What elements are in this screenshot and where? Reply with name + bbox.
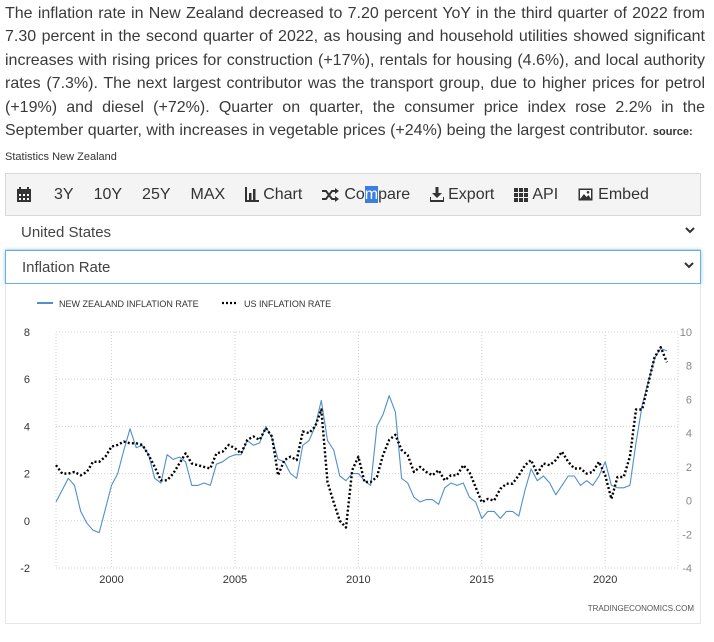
export-button[interactable]: Export [420,174,504,215]
shuffle-icon [322,187,340,202]
right-axis-tick-label: 10 [680,327,692,339]
watermark: TRADINGECONOMICS.COM [588,604,695,613]
embed-button[interactable]: Embed [568,174,659,215]
left-axis-tick-label: 2 [24,469,30,481]
x-axis-tick-label: 2020 [593,574,617,586]
right-axis-tick-label: -4 [682,563,692,575]
description-paragraph: The inflation rate in New Zealand decrea… [5,2,705,170]
x-axis-tick-label: 2015 [470,574,494,586]
legend-us-label: US INFLATION RATE [244,299,331,309]
left-axis-tick-label: 6 [24,374,30,386]
right-axis-tick-label: 4 [686,428,692,440]
country-select-value: United States [21,224,112,241]
source-name-link[interactable]: Statistics New Zealand [5,151,117,164]
chevron-down-icon [685,227,695,234]
api-label: API [532,185,559,203]
range-25y-button[interactable]: 25Y [142,185,171,203]
country-select[interactable]: United States [5,216,701,250]
compare-button[interactable]: Compare [312,174,420,215]
chevron-down-icon [684,262,694,269]
x-axis-tick-label: 2000 [99,574,123,586]
indicator-select[interactable]: Inflation Rate [5,250,701,284]
chart-type-label: Chart [263,185,303,203]
left-axis-tick-label: 0 [24,516,30,528]
inflation-chart: -2 0 2 4 6 8 -4 -2 0 2 4 6 8 10 2000 2005 2010 2015 2020 N… [20,299,695,613]
right-axis-tick-label: 2 [686,462,692,474]
x-axis-tick-label: 2010 [346,574,370,586]
bar-chart-icon [245,187,260,202]
right-axis-tick-label: 0 [686,496,692,508]
legend-nz-label: NEW ZEALAND INFLATION RATE [59,299,199,309]
export-label: Export [448,185,495,203]
left-axis-tick-label: 4 [24,421,30,433]
image-icon [578,188,593,201]
x-axis-tick-label: 2005 [223,574,247,586]
left-axis-tick-label: -2 [20,563,30,575]
grid-icon [514,187,529,202]
chart-toolbar: 3Y 10Y 25Y MAX Chart Compare Export API … [5,173,701,216]
download-icon [430,187,445,202]
us-inflation-line [55,346,669,529]
compare-label: Compare [344,185,411,203]
plot-frame [55,331,679,569]
right-axis-tick-label: 6 [686,394,692,406]
description-text: The inflation rate in New Zealand decrea… [5,5,705,140]
range-3y-button[interactable]: 3Y [54,185,74,203]
api-button[interactable]: API [504,174,568,215]
indicator-select-value: Inflation Rate [22,258,111,276]
calendar-icon[interactable] [6,174,42,215]
chart-type-button[interactable]: Chart [235,174,312,215]
right-axis-tick-label: 8 [686,361,692,373]
left-axis-tick-label: 8 [24,327,30,339]
chart-container: -2 0 2 4 6 8 -4 -2 0 2 4 6 8 10 2000 2005 2010 2015 2020 N… [5,284,701,624]
embed-label: Embed [598,185,649,203]
source-label: source: [652,126,693,139]
right-axis-tick-label: -2 [682,529,692,541]
range-max-button[interactable]: MAX [190,185,226,203]
range-10y-button[interactable]: 10Y [93,185,123,203]
nz-inflation-line [55,347,668,534]
